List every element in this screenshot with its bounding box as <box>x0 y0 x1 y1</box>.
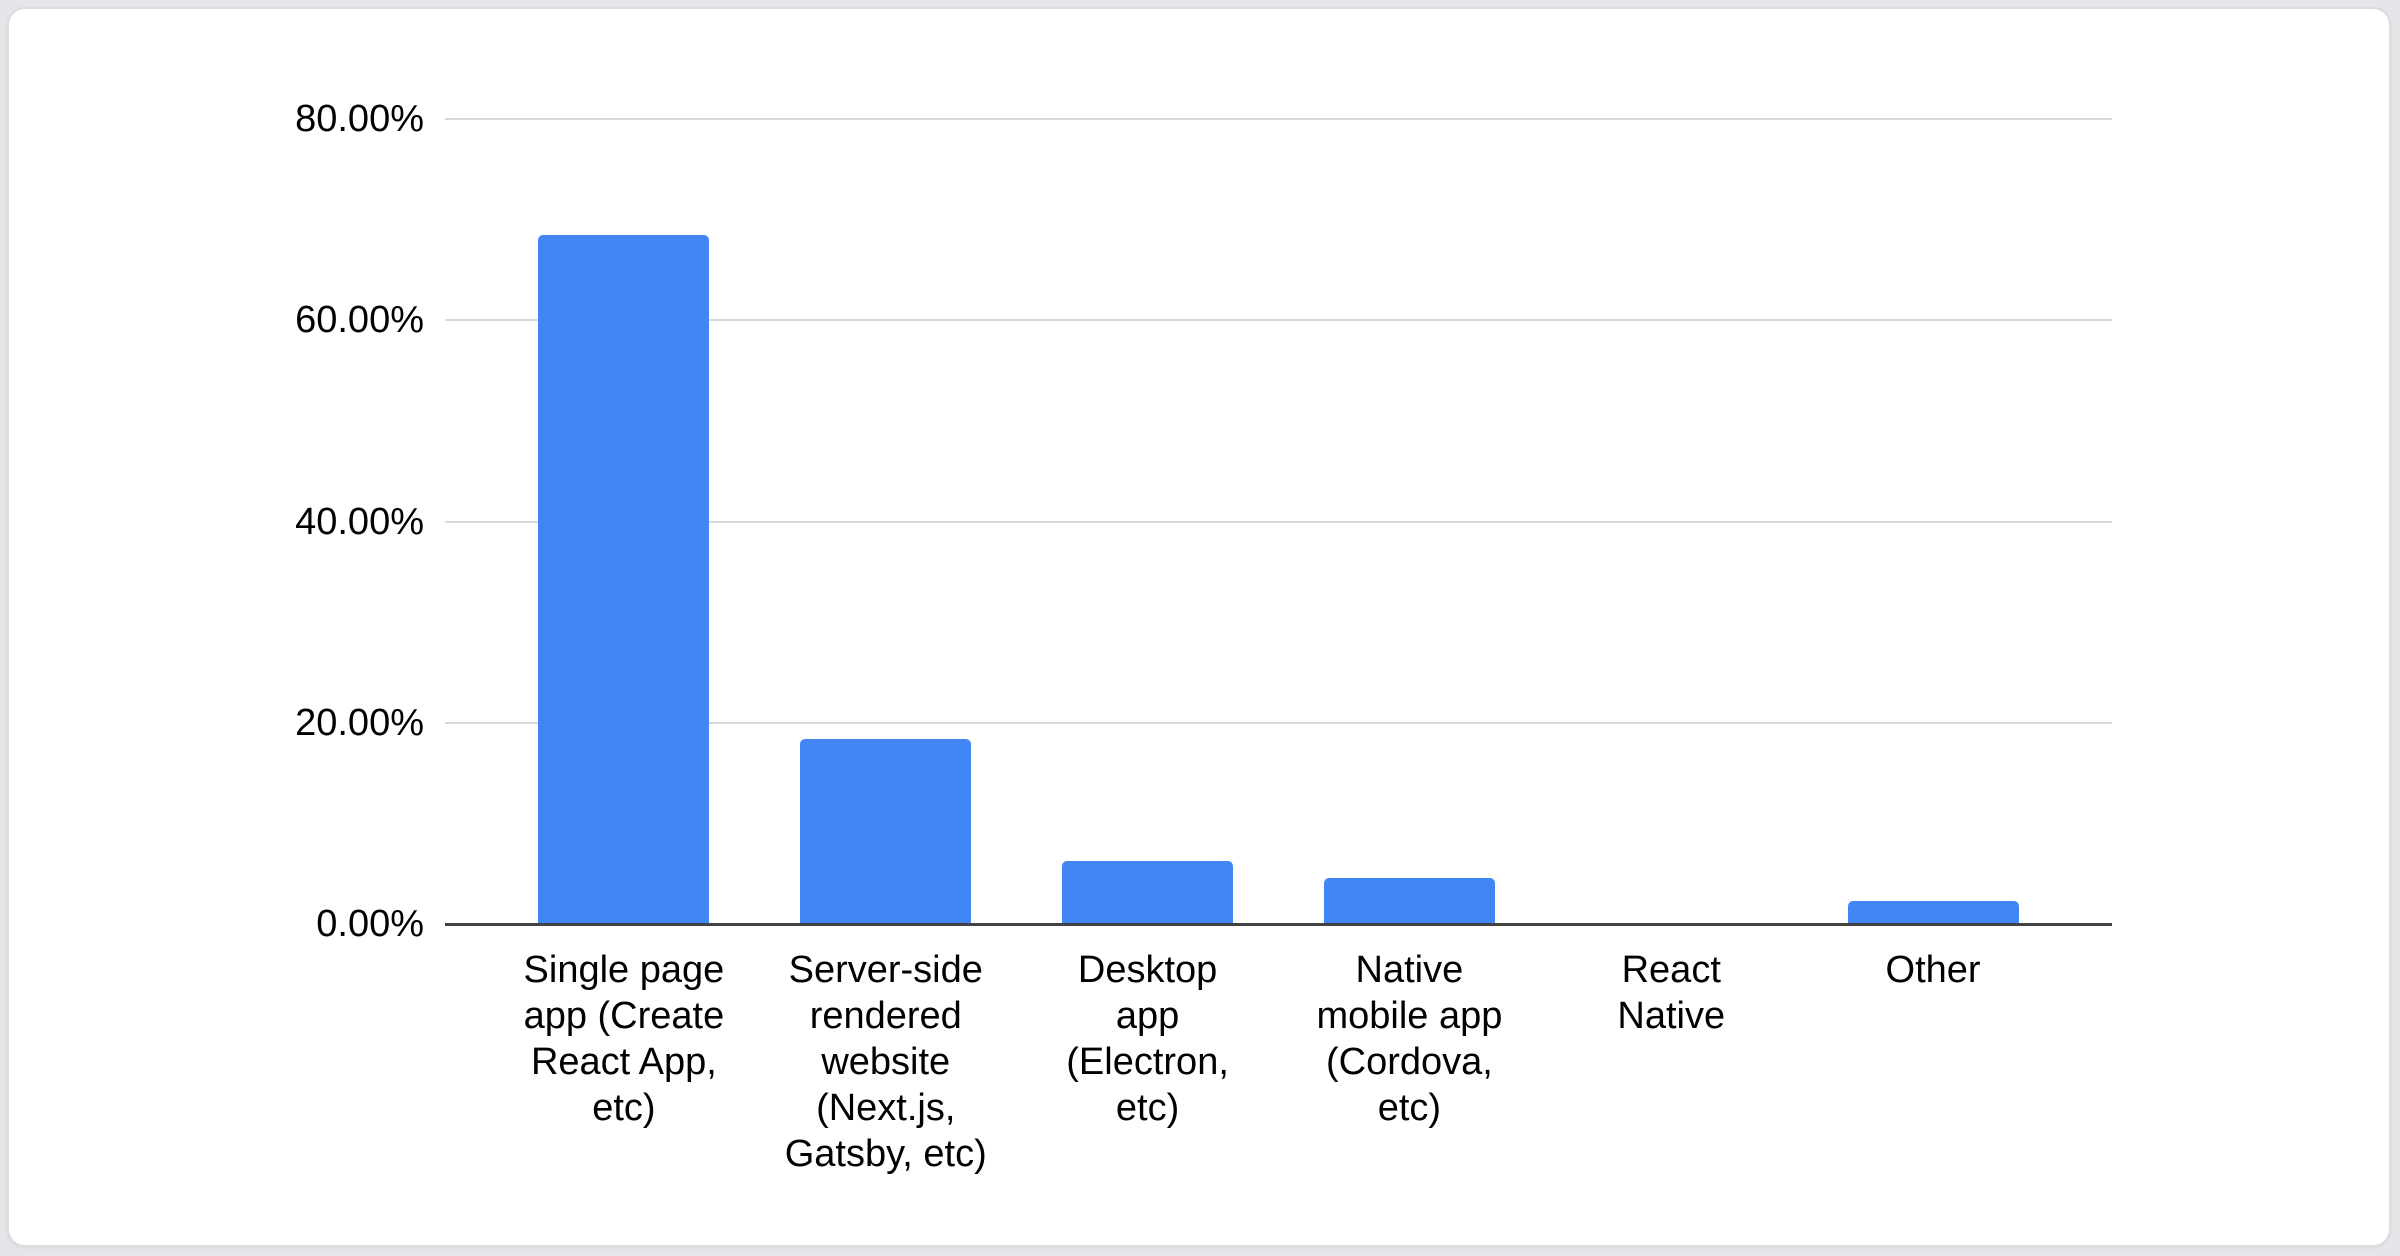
y-tick-label: 0.00% <box>316 903 424 945</box>
x-category-label: Server-side rendered website (Next.js, G… <box>784 949 987 1175</box>
x-category-label: Desktop app (Electron, etc) <box>1066 949 1229 1129</box>
bar-3 <box>1062 860 1234 924</box>
x-category-label: Native mobile app (Cordova, etc) <box>1316 949 1503 1129</box>
x-category-label: Single page app (Create React App, etc) <box>523 949 725 1129</box>
bar-2 <box>800 738 972 924</box>
bar-chart: 0.00% 20.00% 40.00% 60.00% 80.00% Single pag… <box>9 9 2393 1249</box>
gridline-80 <box>445 118 2112 120</box>
gridline-20 <box>445 721 2112 724</box>
x-category-label: Other <box>1885 949 1981 991</box>
bar-4 <box>1323 877 1495 924</box>
gridline-40 <box>445 520 2112 523</box>
y-tick-label: 40.00% <box>295 500 424 543</box>
x-axis-baseline <box>445 923 2112 926</box>
bar-1 <box>538 234 710 924</box>
chart-card: 0.00% 20.00% 40.00% 60.00% 80.00% Single pag… <box>7 7 2391 1247</box>
y-tick-label: 60.00% <box>295 299 424 342</box>
gridline-60 <box>445 319 2112 322</box>
bar-6 <box>1847 900 2019 924</box>
x-category-label: React Native <box>1617 949 1726 1037</box>
y-tick-label: 20.00% <box>295 701 424 744</box>
y-tick-label: 80.00% <box>295 98 424 140</box>
